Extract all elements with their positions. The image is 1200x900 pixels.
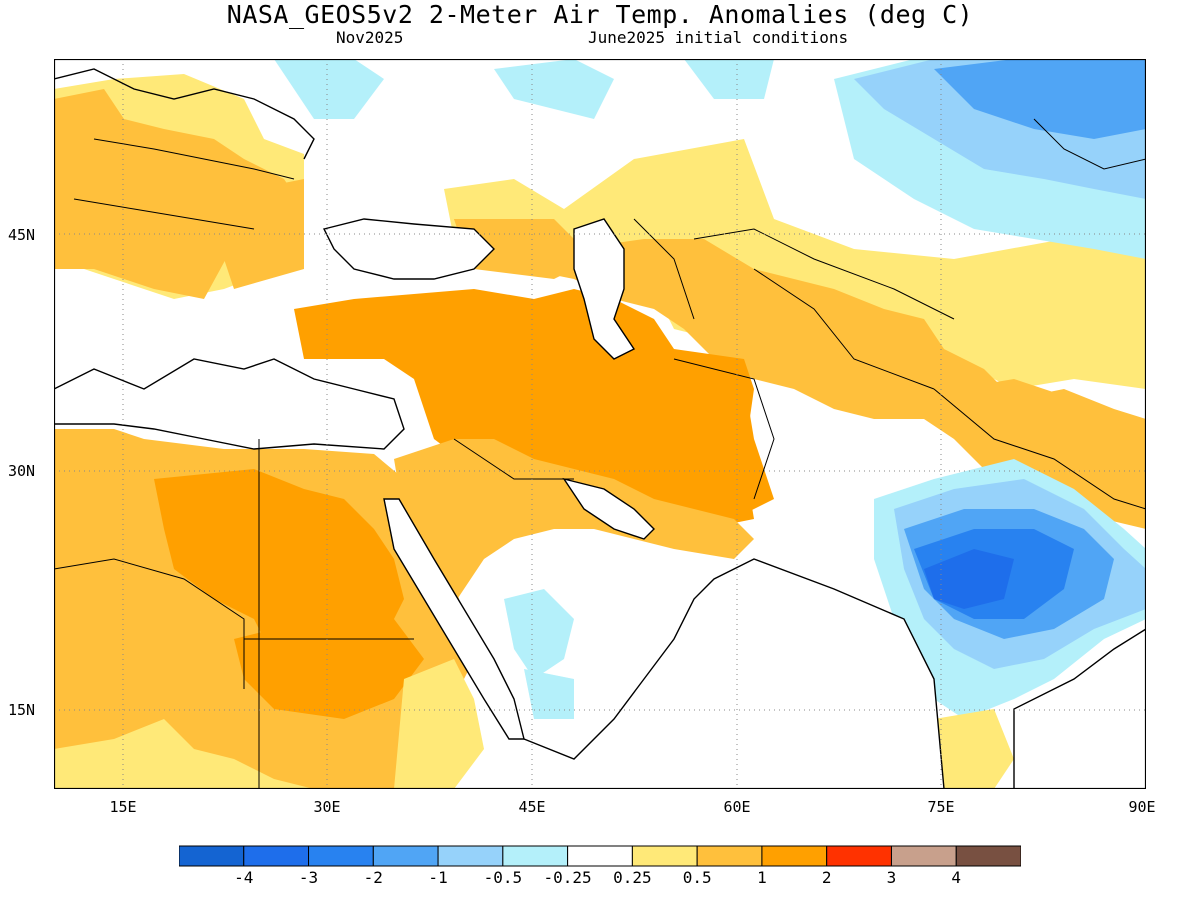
legend-tick-5: -0.25 <box>543 868 592 887</box>
lon-label-30e: 30E <box>313 798 341 816</box>
legend-tick-3: -1 <box>428 868 448 887</box>
legend-tick-4: -0.5 <box>483 868 523 887</box>
legend-swatch-7 <box>631 845 698 867</box>
graticule <box>54 59 1146 789</box>
borders <box>54 118 1146 789</box>
map-frame <box>54 59 1146 789</box>
bay-of-bengal <box>1014 629 1146 789</box>
legend-tick-11: 4 <box>951 868 962 887</box>
anomaly-region-ethiopia-light <box>394 659 484 789</box>
anomaly-region-sahel-light <box>54 719 314 789</box>
color-legend <box>179 845 1021 867</box>
anomaly-region-india-core <box>924 549 1014 609</box>
legend-tick-1: -3 <box>298 868 319 887</box>
arabian-sea <box>554 559 944 789</box>
legend-tick-2: -2 <box>363 868 383 887</box>
anomaly-region-russia-cool-2 <box>684 59 774 99</box>
legend-swatch-10 <box>826 845 892 867</box>
anomaly-region-europe-mid <box>54 89 304 299</box>
coastlines <box>54 68 1146 789</box>
anomaly-region-yemen-cool <box>524 669 574 719</box>
legend-swatch-2 <box>308 845 374 867</box>
legend-tick-7: 0.5 <box>682 868 712 887</box>
legend-swatch-6 <box>567 845 633 867</box>
legend-tick-9: 2 <box>821 868 832 887</box>
forecast-month: Nov2025 <box>336 28 404 47</box>
legend-tick-10: 3 <box>886 868 897 887</box>
caspian-sea <box>574 219 634 359</box>
lon-label-75e: 75E <box>927 798 955 816</box>
anomaly-map <box>54 59 1146 789</box>
lat-label-30n: 30N <box>8 462 36 480</box>
legend-swatch-4 <box>437 845 504 867</box>
lat-label-45n: 45N <box>8 226 36 244</box>
anomaly-region-south-india-light <box>934 709 1014 789</box>
legend-tick-8: 1 <box>757 868 767 887</box>
lon-label-45e: 45E <box>518 798 546 816</box>
legend-swatch-3 <box>372 845 439 867</box>
lon-label-15e: 15E <box>109 798 137 816</box>
anomaly-region-north-africa-strong-2 <box>234 619 424 719</box>
legend-tick-6: 0.25 <box>613 868 652 887</box>
anomaly-region-arabia-mid <box>394 439 754 619</box>
anomaly-region-siberia-strong <box>934 59 1146 139</box>
lat-label-15n: 15N <box>8 701 36 719</box>
black-sea <box>324 219 494 279</box>
legend-swatch-11 <box>890 845 957 867</box>
lon-label-60e: 60E <box>723 798 751 816</box>
lon-label-90e: 90E <box>1128 798 1156 816</box>
legend-swatch-0 <box>179 845 245 867</box>
anomaly-region-scandinavia-cool <box>274 59 384 119</box>
initial-conditions: June2025 initial conditions <box>588 28 849 47</box>
legend-swatch-5 <box>502 845 569 867</box>
mediterranean-sea <box>54 359 404 449</box>
anomaly-region-himalaya-mid <box>954 379 1146 509</box>
persian-gulf <box>564 479 654 539</box>
legend-swatch-9 <box>761 845 828 867</box>
legend-swatch-8 <box>696 845 763 867</box>
red-sea <box>384 499 524 739</box>
legend-swatch-12 <box>955 845 1021 867</box>
legend-swatch-1 <box>243 845 310 867</box>
anomaly-region-central-asia-light <box>444 139 1146 389</box>
anomaly-region-central-asia-mid <box>454 219 1146 529</box>
anomaly-region-arabia-cool <box>504 589 574 679</box>
map-title: NASA_GEOS5v2 2-Meter Air Temp. Anomalies… <box>226 0 974 29</box>
legend-tick-0: -4 <box>234 868 254 887</box>
anomaly-region-russia-cool <box>494 59 614 119</box>
